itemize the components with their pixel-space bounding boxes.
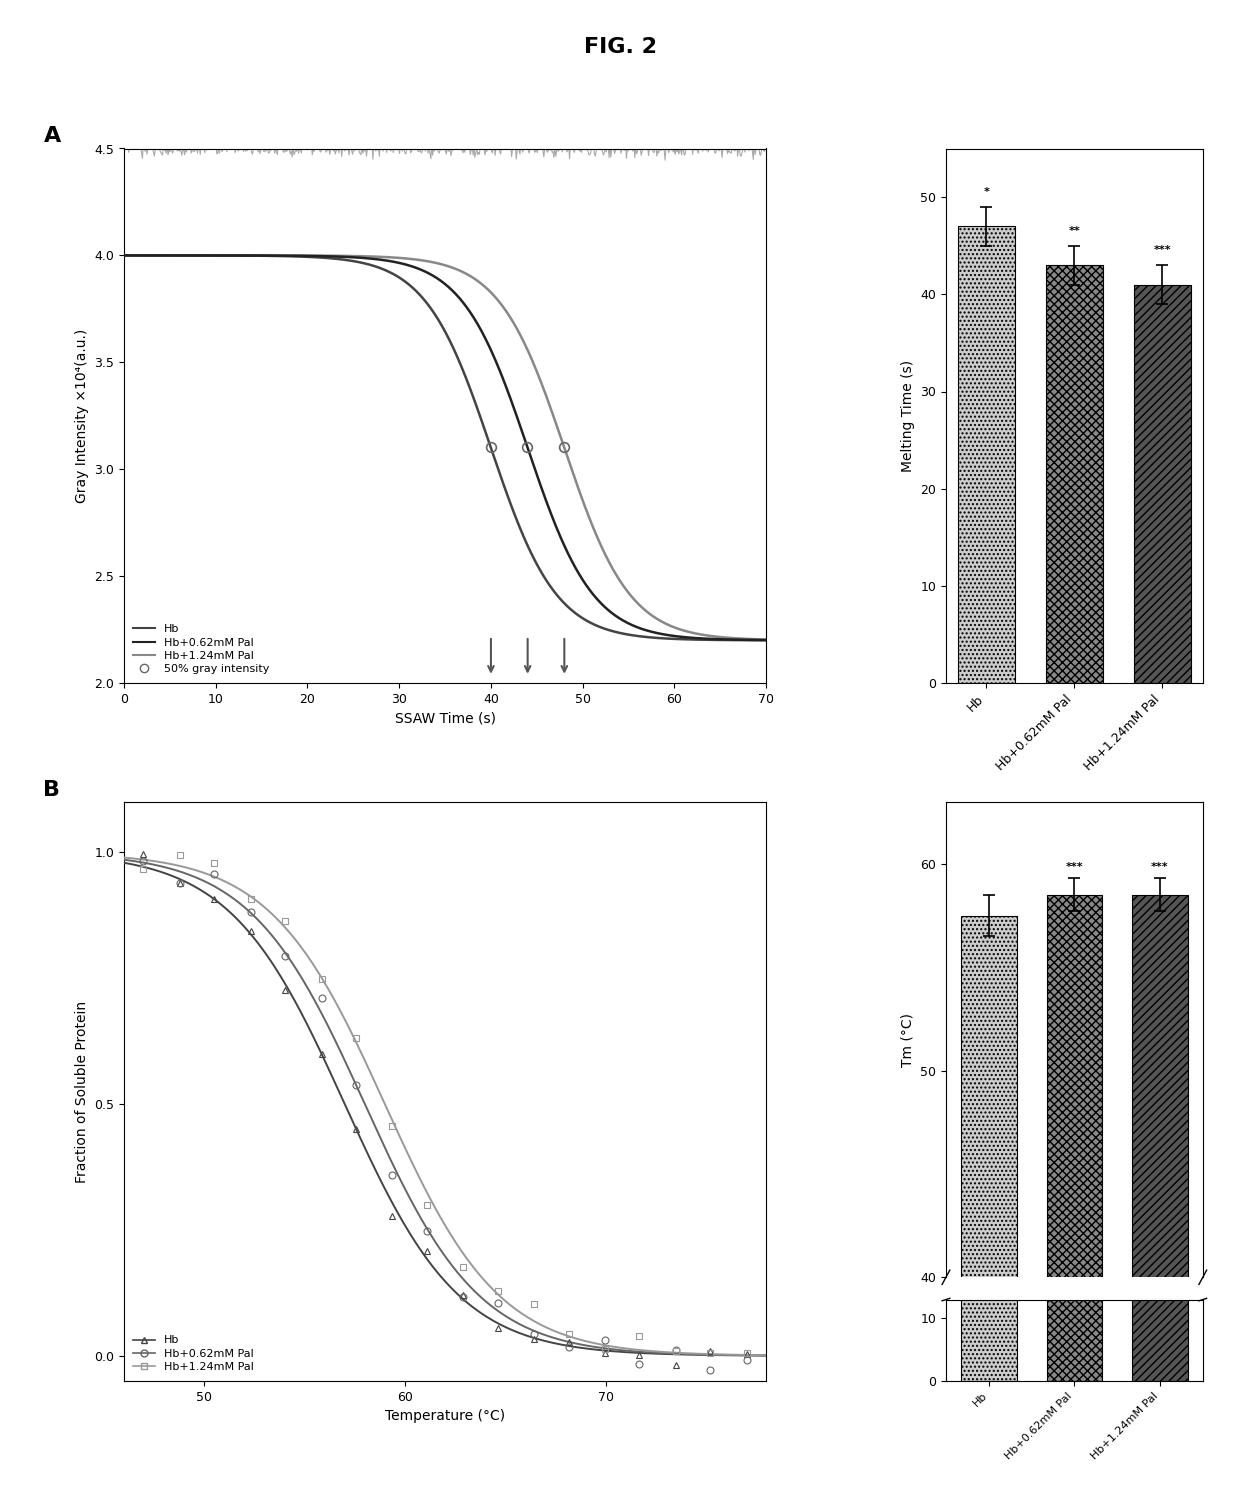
- Y-axis label: Tm (°C): Tm (°C): [900, 1013, 915, 1066]
- Bar: [1132, 1014, 1188, 1381]
- Text: FIG. 2: FIG. 2: [584, 37, 656, 56]
- Text: **: **: [1069, 226, 1080, 236]
- Text: *: *: [983, 187, 990, 198]
- Bar: [1047, 895, 1102, 1485]
- Bar: [1047, 1014, 1102, 1381]
- Y-axis label: Melting Time (s): Melting Time (s): [900, 359, 915, 472]
- X-axis label: Temperature (°C): Temperature (°C): [384, 1409, 505, 1423]
- Text: ***: ***: [1065, 863, 1084, 872]
- Y-axis label: Fraction of Soluble Protein: Fraction of Soluble Protein: [74, 1001, 89, 1182]
- Y-axis label: Gray Intensity ×10⁴(a.u.): Gray Intensity ×10⁴(a.u.): [74, 328, 89, 503]
- Bar: [1132, 895, 1188, 1485]
- Text: ***: ***: [1153, 245, 1172, 255]
- Text: ***: ***: [1151, 863, 1169, 872]
- X-axis label: SSAW Time (s): SSAW Time (s): [394, 711, 496, 725]
- Bar: [1045, 266, 1104, 683]
- Text: A: A: [43, 126, 61, 146]
- Legend: Hb, Hb+0.62mM Pal, Hb+1.24mM Pal, 50% gray intensity: Hb, Hb+0.62mM Pal, Hb+1.24mM Pal, 50% gr…: [129, 621, 273, 677]
- Legend: Hb, Hb+0.62mM Pal, Hb+1.24mM Pal: Hb, Hb+0.62mM Pal, Hb+1.24mM Pal: [129, 1332, 257, 1375]
- Bar: [961, 1020, 1017, 1381]
- Bar: [961, 916, 1017, 1485]
- Text: B: B: [43, 780, 61, 799]
- Bar: [1133, 285, 1192, 683]
- Bar: [957, 226, 1014, 683]
